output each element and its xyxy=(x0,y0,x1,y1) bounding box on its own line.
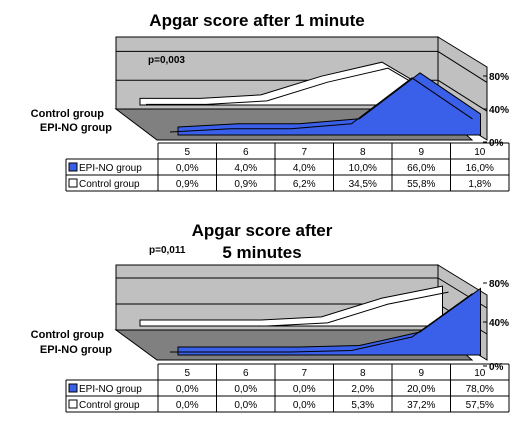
legend-marker-epi-no-group xyxy=(68,383,78,393)
table-header-cell: 7 xyxy=(301,147,307,158)
legend-marker-control-group xyxy=(68,399,78,409)
series-epi-no-group-ridge xyxy=(169,77,473,133)
table-header-cell: 9 xyxy=(418,368,424,379)
table-cell: 4,0% xyxy=(293,163,316,174)
y-tick-label: 40% xyxy=(489,318,509,329)
chart-title-line: Apgar score after xyxy=(192,221,333,240)
table-cell: 66,0% xyxy=(407,163,435,174)
table-cell: 2,0% xyxy=(351,384,374,395)
table-header-cell: 10 xyxy=(474,368,486,379)
series-epi-no-group-ridge xyxy=(170,293,473,353)
y-tick-label: 40% xyxy=(489,105,509,116)
table-cell: 0,0% xyxy=(293,400,316,411)
table-row-label: EPI-NO group xyxy=(79,163,142,174)
table-cell: 5,3% xyxy=(351,400,374,411)
table-header-cell: 10 xyxy=(474,147,486,158)
table-cell: 0,0% xyxy=(176,163,199,174)
series-label-control-group: Control group xyxy=(31,329,105,341)
table-cell: 0,0% xyxy=(293,384,316,395)
table-cell: 34,5% xyxy=(349,179,377,190)
table-cell: 0,9% xyxy=(176,179,199,190)
chart-2: Apgar score after 5 minutes 80% 40% 0% p=0,01… xyxy=(31,221,510,413)
y-tick-label: 80% xyxy=(489,72,509,83)
table-cell: 0,0% xyxy=(234,400,257,411)
table-header-cell: 5 xyxy=(184,147,190,158)
series-control-group-ridge xyxy=(146,67,449,105)
table-cell: 37,2% xyxy=(407,400,435,411)
series-label-control-group: Control group xyxy=(31,108,105,120)
table-header-cell: 8 xyxy=(360,147,366,158)
series-control-group-ridge xyxy=(146,291,449,327)
table-cell: 10,0% xyxy=(349,163,377,174)
legend-marker-epi-no-group xyxy=(68,162,78,172)
table-cell: 0,9% xyxy=(234,179,257,190)
table-cell: 16,0% xyxy=(466,163,494,174)
table-row-label: Control group xyxy=(79,179,140,190)
gridline xyxy=(437,50,488,83)
table-cell: 78,0% xyxy=(466,384,494,395)
table-header-cell: 5 xyxy=(184,368,190,379)
series-label-epi-no-group: EPI-NO group xyxy=(40,122,112,134)
table-cell: 55,8% xyxy=(407,179,435,190)
series-epi-no-group-area xyxy=(177,72,481,136)
p-value-label: p=0,011 xyxy=(149,245,186,256)
legend-marker-control-group xyxy=(68,178,78,188)
table-cell: 4,0% xyxy=(234,163,257,174)
table-cell: 0,0% xyxy=(234,384,257,395)
chart-title-line: 5 minutes xyxy=(222,243,301,262)
chart-1: Apgar score after 1 minute80%40%0%p=0,00… xyxy=(31,11,510,192)
table-header-cell: 6 xyxy=(243,147,249,158)
y-tick-label: 0% xyxy=(489,362,504,373)
table-row-label: EPI-NO group xyxy=(79,384,142,395)
table-header-cell: 8 xyxy=(360,368,366,379)
table-cell: 0,0% xyxy=(176,384,199,395)
table-header-cell: 7 xyxy=(301,368,307,379)
p-value-label: p=0,003 xyxy=(148,55,185,66)
table-cell: 1,8% xyxy=(468,179,491,190)
table-header-cell: 9 xyxy=(418,147,424,158)
y-tick-label: 80% xyxy=(489,279,509,290)
chart-title: Apgar score after 1 minute xyxy=(149,11,364,30)
series-label-epi-no-group: EPI-NO group xyxy=(40,344,112,356)
table-cell: 6,2% xyxy=(293,179,316,190)
table-cell: 20,0% xyxy=(407,384,435,395)
table-header-cell: 6 xyxy=(243,368,249,379)
table-cell: 0,0% xyxy=(176,400,199,411)
table-cell: 57,5% xyxy=(466,400,494,411)
gridline xyxy=(437,79,488,112)
table-row-label: Control group xyxy=(79,400,140,411)
